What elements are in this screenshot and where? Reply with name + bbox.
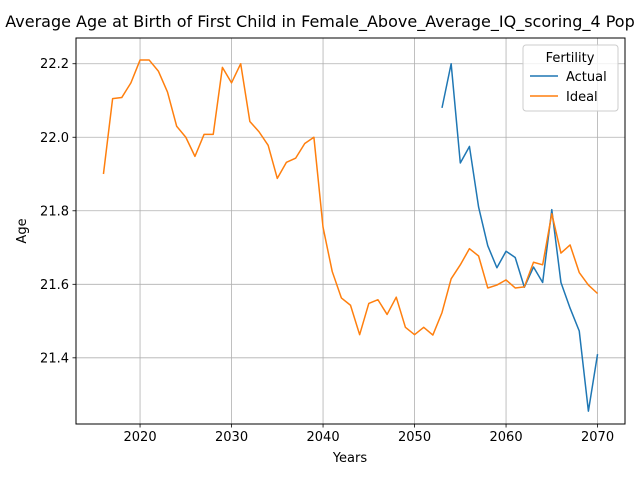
x-axis-label: Years [332,451,368,466]
series-line-ideal [102,59,599,336]
legend-title: Fertility [546,51,595,66]
x-tick-label: 2040 [307,430,340,445]
x-tick-label: 2030 [215,430,248,445]
x-tick-label: 2020 [124,430,157,445]
x-tick-label: 2070 [581,430,614,445]
y-tick-label: 21.8 [40,204,69,219]
y-tick-label: 22.0 [40,131,69,146]
y-tick-label: 22.2 [40,57,69,72]
chart-title: Average Age at Birth of First Child in F… [5,12,634,32]
x-tick-label: 2050 [398,430,431,445]
legend-box [522,44,619,112]
legend: Fertility Actual Ideal [522,44,619,112]
y-tick-label: 21.6 [40,278,69,293]
y-tick-label: 21.4 [40,351,69,366]
x-tick-labels: 2020 2030 2040 2050 2060 2070 [124,430,615,445]
series-line-actual [441,62,599,412]
plot-area-frame [75,37,626,425]
series-lines [102,59,599,412]
x-tick-label: 2060 [490,430,523,445]
legend-label-actual: Actual [566,70,607,85]
axis-ticks [72,63,598,428]
y-tick-labels: 21.4 21.6 21.8 22.0 22.2 [40,57,69,366]
y-axis-label: Age [15,218,30,243]
legend-label-ideal: Ideal [566,90,598,105]
